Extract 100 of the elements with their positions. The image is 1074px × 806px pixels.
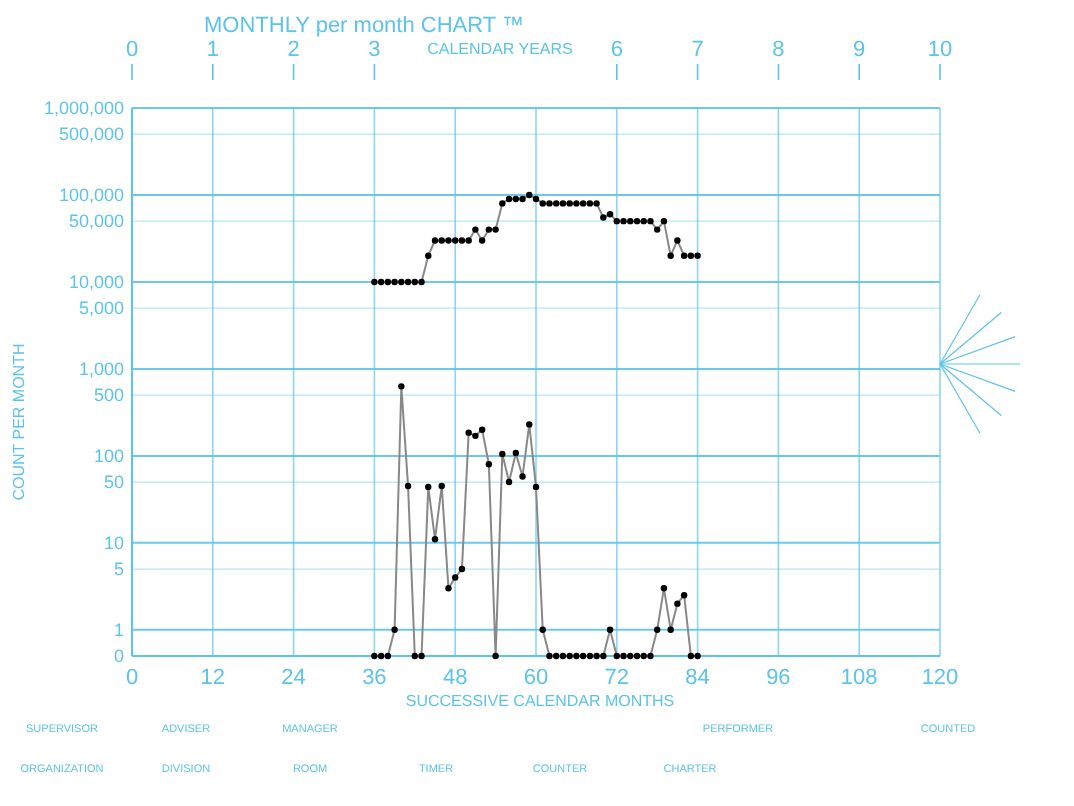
point xyxy=(559,200,567,207)
point xyxy=(478,426,486,433)
y-tick-label: 5,000 xyxy=(78,298,124,319)
y-tick-label: 100,000 xyxy=(58,185,124,206)
point xyxy=(654,226,661,233)
point xyxy=(445,237,452,244)
point xyxy=(418,278,425,286)
x2-tick-label: 7 xyxy=(691,38,704,62)
x2-axis-title: CALENDAR YEARS xyxy=(427,40,573,58)
point xyxy=(411,652,418,660)
point xyxy=(674,237,681,244)
x-tick-label: 120 xyxy=(921,666,959,690)
x2-tick-label: 9 xyxy=(853,38,866,62)
point xyxy=(579,652,587,660)
point xyxy=(512,449,519,457)
point xyxy=(398,383,405,390)
point xyxy=(505,195,513,203)
point xyxy=(398,278,405,286)
point xyxy=(377,652,385,660)
point xyxy=(586,652,594,660)
point xyxy=(633,217,641,225)
y-tick-label: 500 xyxy=(93,385,124,406)
point xyxy=(553,200,560,207)
point xyxy=(579,200,587,207)
point xyxy=(687,652,695,660)
point xyxy=(667,626,674,634)
point xyxy=(391,626,398,634)
point xyxy=(606,211,614,218)
point xyxy=(404,482,412,490)
point xyxy=(431,237,439,244)
point xyxy=(654,626,661,634)
point xyxy=(539,200,546,207)
point xyxy=(586,200,594,207)
point xyxy=(600,652,607,660)
y-tick-label: 1,000 xyxy=(78,359,124,380)
point xyxy=(438,237,445,244)
y-tick-label: 1,000,000 xyxy=(43,98,124,119)
point xyxy=(404,278,412,286)
x-tick-label: 12 xyxy=(200,666,226,690)
point xyxy=(519,473,526,480)
point xyxy=(633,652,641,660)
point xyxy=(519,195,526,203)
x-tick-label: 36 xyxy=(362,666,387,690)
point xyxy=(573,652,580,660)
point xyxy=(566,652,573,660)
point xyxy=(505,478,513,486)
x-tick-label: 24 xyxy=(281,666,306,690)
point xyxy=(627,652,634,660)
point xyxy=(499,450,506,458)
x2-tick-label: 2 xyxy=(287,38,300,62)
point xyxy=(694,652,701,660)
point xyxy=(620,652,627,660)
point xyxy=(431,536,439,543)
y-tick-label: 10,000 xyxy=(68,272,124,293)
point xyxy=(445,585,452,592)
point xyxy=(680,592,688,599)
point xyxy=(593,652,600,660)
point xyxy=(371,278,378,286)
x-tick-label: 48 xyxy=(442,666,468,690)
point xyxy=(485,461,493,468)
point xyxy=(526,191,533,199)
point xyxy=(485,226,493,233)
point xyxy=(418,652,425,660)
point xyxy=(384,278,392,286)
point xyxy=(546,200,553,207)
chart-title: MONTHLY per month CHART ™ xyxy=(204,14,524,38)
x-tick-label: 72 xyxy=(604,666,630,690)
x-tick-label: 108 xyxy=(840,666,878,690)
point xyxy=(566,200,573,207)
point xyxy=(465,237,472,244)
point xyxy=(620,217,627,225)
point xyxy=(600,214,607,221)
point xyxy=(674,600,681,607)
x-tick-label: 60 xyxy=(523,666,549,690)
point xyxy=(660,585,668,592)
point xyxy=(452,237,459,244)
y-tick-label: 5 xyxy=(113,559,124,580)
point xyxy=(472,226,479,233)
y-tick-label: 0 xyxy=(113,646,124,667)
point xyxy=(492,652,499,660)
point xyxy=(647,217,654,225)
point xyxy=(694,252,701,259)
point xyxy=(606,626,614,634)
point xyxy=(687,252,695,259)
point xyxy=(391,278,398,286)
point xyxy=(384,652,392,660)
point xyxy=(613,652,620,660)
point xyxy=(680,252,688,259)
point xyxy=(425,252,432,259)
point xyxy=(660,217,668,225)
point xyxy=(593,200,600,207)
point xyxy=(458,565,466,573)
point xyxy=(371,652,378,660)
point xyxy=(452,574,459,581)
x2-tick-label: 1 xyxy=(206,38,219,62)
point xyxy=(532,195,540,203)
point xyxy=(613,217,620,225)
y-tick-label: 10 xyxy=(103,533,124,554)
point xyxy=(499,200,506,207)
point xyxy=(539,626,546,634)
